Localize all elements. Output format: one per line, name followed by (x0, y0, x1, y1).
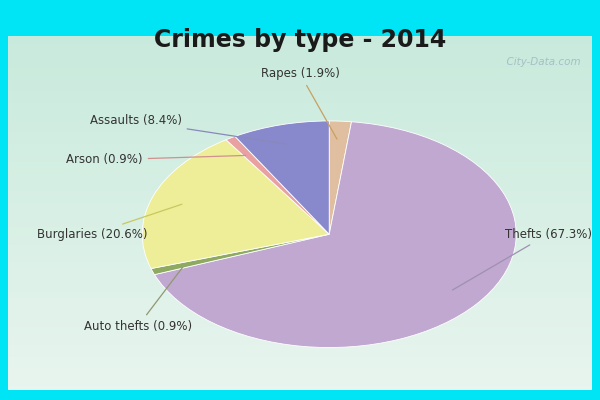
Bar (8, 142, 592, 148)
Text: Burglaries (20.6%): Burglaries (20.6%) (37, 204, 182, 241)
Bar (8, 124, 592, 130)
Bar (8, 213, 592, 219)
Bar (8, 107, 592, 113)
Bar (8, 231, 592, 236)
Bar (8, 54, 592, 60)
Bar (8, 89, 592, 95)
Text: Auto thefts (0.9%): Auto thefts (0.9%) (84, 267, 192, 333)
Bar (8, 248, 592, 254)
Bar (8, 278, 592, 284)
Bar (8, 71, 592, 77)
Bar (8, 272, 592, 278)
Bar (8, 95, 592, 101)
Bar (8, 172, 592, 178)
Bar (8, 154, 592, 160)
Bar (8, 36, 592, 42)
Bar (8, 302, 592, 307)
Bar (8, 378, 592, 384)
Bar (8, 337, 592, 343)
Wedge shape (226, 136, 329, 234)
Bar (8, 343, 592, 349)
Bar (8, 384, 592, 390)
Bar (8, 48, 592, 54)
Text: Rapes (1.9%): Rapes (1.9%) (260, 67, 340, 139)
Bar (8, 77, 592, 83)
Bar (8, 313, 592, 319)
Bar (8, 372, 592, 378)
Bar (8, 219, 592, 225)
Bar (8, 349, 592, 354)
Bar (8, 331, 592, 337)
Wedge shape (142, 140, 329, 268)
Text: Arson (0.9%): Arson (0.9%) (66, 153, 245, 166)
Bar (8, 136, 592, 142)
Bar (8, 236, 592, 242)
Bar (8, 225, 592, 231)
Bar (8, 366, 592, 372)
Bar (8, 189, 592, 195)
Text: City-Data.com: City-Data.com (500, 57, 581, 67)
Bar (8, 307, 592, 313)
Bar (8, 166, 592, 172)
Bar (8, 184, 592, 190)
Bar (8, 148, 592, 154)
Bar (8, 354, 592, 360)
Text: Assaults (8.4%): Assaults (8.4%) (89, 114, 286, 144)
Bar (8, 178, 592, 184)
Wedge shape (151, 234, 329, 275)
Bar (8, 254, 592, 260)
Bar (8, 118, 592, 124)
Wedge shape (235, 121, 329, 234)
Bar (8, 201, 592, 207)
Bar (8, 60, 592, 66)
Bar (8, 42, 592, 48)
Bar (8, 266, 592, 272)
Bar (8, 242, 592, 248)
Bar (8, 207, 592, 213)
Bar (8, 290, 592, 296)
Bar (8, 101, 592, 107)
Bar (8, 66, 592, 71)
Bar (8, 130, 592, 136)
Bar (8, 325, 592, 331)
Wedge shape (154, 122, 516, 348)
Bar (8, 83, 592, 89)
Bar (8, 195, 592, 201)
Bar (8, 319, 592, 325)
Wedge shape (329, 121, 352, 234)
Bar (8, 113, 592, 118)
Bar (8, 296, 592, 302)
Bar (8, 260, 592, 266)
Text: Thefts (67.3%): Thefts (67.3%) (452, 228, 592, 290)
Bar (8, 360, 592, 366)
Bar (8, 284, 592, 290)
Text: Crimes by type - 2014: Crimes by type - 2014 (154, 28, 446, 52)
Bar (8, 160, 592, 166)
